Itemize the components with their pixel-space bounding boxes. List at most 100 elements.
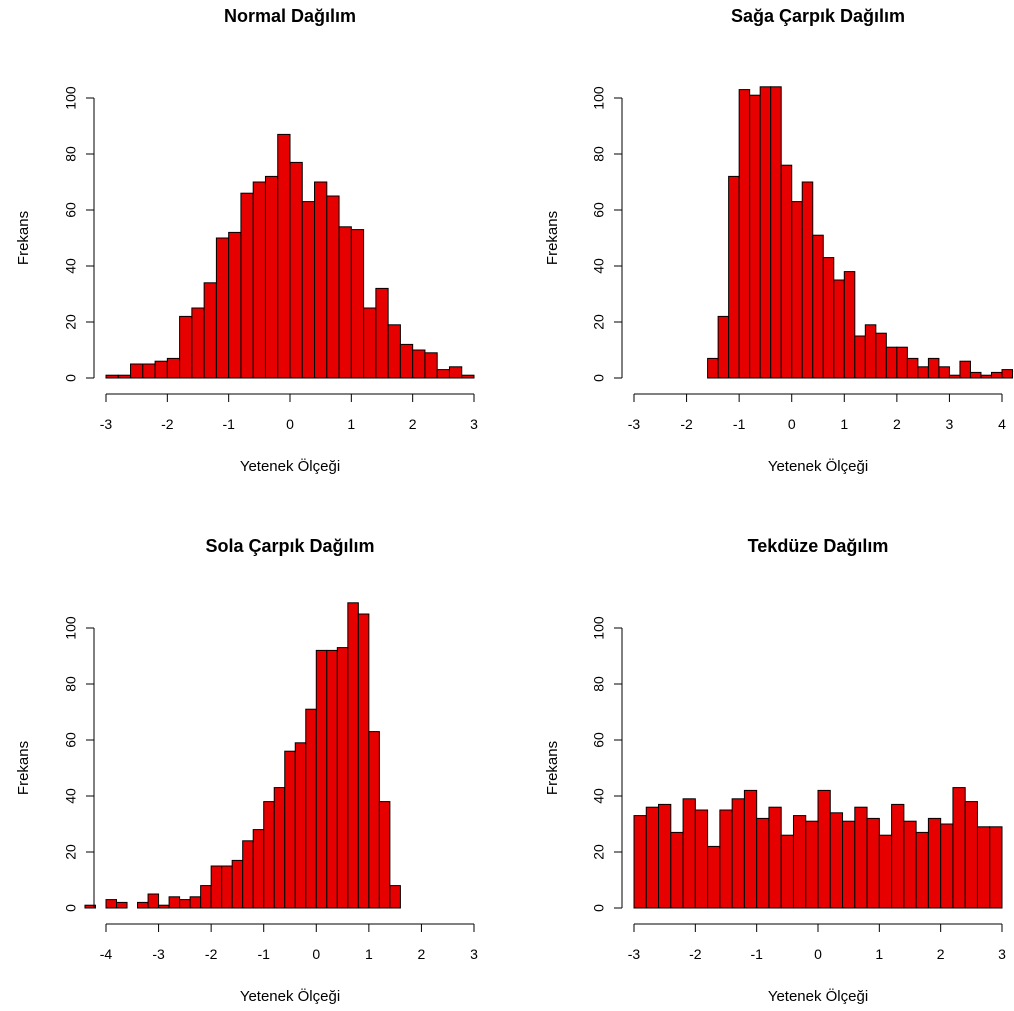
histogram-bar: [378, 801, 391, 909]
histogram-bar: [822, 257, 835, 379]
x-tick-label: 2: [409, 416, 417, 432]
y-tick-label: 60: [591, 732, 607, 748]
histogram-bar: [707, 845, 721, 909]
x-axis-label: Yetenek Ölçeği: [768, 987, 868, 1005]
x-tick-label: -2: [680, 416, 693, 432]
y-tick-label: 0: [591, 904, 607, 912]
x-tick-label: 4: [998, 416, 1006, 432]
histogram-bar: [252, 829, 265, 909]
histogram-bar: [756, 817, 770, 909]
histogram-bar: [749, 94, 761, 379]
y-tick-label: 40: [63, 788, 79, 804]
x-tick-label: -4: [100, 946, 113, 962]
histogram-bar: [412, 349, 426, 379]
histogram-bar: [191, 307, 205, 379]
y-axis-label: Frekans: [15, 211, 32, 265]
y-tick-label: 20: [591, 314, 607, 330]
histogram-bar: [728, 175, 740, 379]
histogram-bar: [399, 343, 414, 379]
x-tick-label: -3: [628, 946, 641, 962]
histogram-bar: [780, 834, 794, 909]
histogram-bar: [829, 812, 844, 909]
histogram-bar: [792, 815, 807, 909]
x-tick-label: -3: [100, 416, 113, 432]
histogram-bar: [891, 803, 905, 909]
histogram-bar: [301, 201, 316, 379]
y-tick-label: 0: [63, 904, 79, 912]
histogram-bar: [252, 181, 266, 379]
x-tick-label: -3: [152, 946, 165, 962]
histogram-bar: [147, 893, 160, 909]
histogram-bar: [833, 279, 845, 379]
x-tick-label: 1: [840, 416, 848, 432]
y-tick-label: 100: [591, 86, 607, 110]
histogram-bar: [363, 307, 377, 379]
histogram-bar: [917, 366, 929, 379]
y-axis-label: Frekans: [544, 211, 561, 265]
histogram-bar: [878, 834, 893, 909]
histogram-bar: [896, 346, 908, 379]
histogram-bar: [915, 831, 929, 909]
histogram-bar: [959, 360, 971, 379]
x-tick-label: -3: [628, 416, 641, 432]
histogram-bar: [448, 366, 463, 379]
histogram-bar: [168, 896, 181, 909]
histogram-bar: [768, 806, 782, 909]
histogram-bar: [350, 229, 365, 379]
histogram-bar: [158, 904, 170, 909]
histogram-bar: [854, 335, 866, 379]
histogram-bar: [719, 809, 733, 909]
histogram-bar: [314, 181, 328, 379]
x-tick-label: -1: [750, 946, 763, 962]
histogram-bar: [294, 742, 307, 909]
histogram-bar: [969, 371, 982, 379]
histogram-bar: [989, 826, 1003, 909]
histogram-bar: [210, 865, 223, 909]
y-tick-label: 60: [63, 202, 79, 218]
histogram-panel-1: Normal Dağılım -3 -2 -1 0 1 2 3 0 20 40 60 80 100 Yete…: [15, 6, 478, 475]
histogram-bar: [203, 282, 217, 379]
x-axis-label: Yetenek Ölçeği: [240, 987, 340, 1005]
histogram-bar: [273, 787, 286, 909]
y-tick-label: 80: [591, 676, 607, 692]
histogram-bar: [436, 369, 450, 379]
histogram-panel-2: Sağa Çarpık Dağılım-3 -2 -1 0 1 2 3 40204060801…: [544, 6, 1014, 475]
x-tick-label: 3: [470, 416, 478, 432]
histogram-bar: [326, 195, 340, 379]
histogram-bar: [189, 896, 202, 909]
histogram-bar: [885, 346, 898, 379]
x-tick-label: 0: [286, 416, 294, 432]
histogram-bar: [117, 374, 132, 379]
x-tick-label: 3: [946, 416, 954, 432]
histogram-bar: [368, 731, 380, 909]
histogram-bar: [906, 357, 919, 379]
histogram-bar: [801, 181, 814, 379]
x-tick-label: 3: [470, 946, 478, 962]
histogram-bar: [927, 817, 942, 909]
histogram-bar: [875, 332, 887, 379]
histogram-bar: [179, 899, 191, 909]
histogram-bar: [277, 133, 291, 379]
histogram-bar: [326, 649, 338, 909]
histogram-bar: [142, 363, 156, 379]
y-tick-label: 0: [591, 374, 607, 382]
x-tick-label: -1: [733, 416, 746, 432]
histogram-bar: [179, 315, 193, 379]
histogram-bar: [221, 865, 233, 909]
histogram-bar: [284, 750, 296, 909]
histogram-bar: [357, 613, 370, 909]
y-tick-label: 20: [63, 844, 79, 860]
histogram-bar: [731, 798, 745, 909]
x-tick-label: 1: [347, 416, 355, 432]
y-tick-label: 40: [591, 258, 607, 274]
x-tick-label: -2: [689, 946, 702, 962]
histogram-bar: [964, 801, 978, 909]
y-tick-label: 0: [63, 374, 79, 382]
x-tick-label: 1: [875, 946, 883, 962]
chart-title: Sola Çarpık Dağılım: [205, 536, 374, 556]
histogram-bar: [130, 363, 144, 379]
x-tick-label: -1: [257, 946, 270, 962]
histogram-bar: [738, 89, 751, 379]
y-tick-label: 20: [591, 844, 607, 860]
histogram-bar: [424, 352, 438, 379]
